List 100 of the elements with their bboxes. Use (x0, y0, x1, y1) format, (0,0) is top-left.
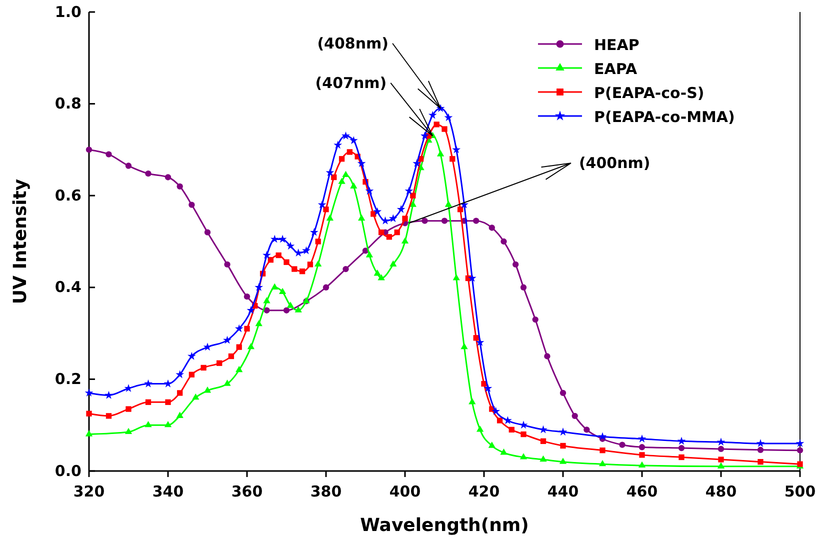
point (441, 218, 448, 224)
point (373, 207, 382, 216)
x-tick-label: 380 (310, 482, 342, 500)
point (560, 442, 566, 449)
point (559, 458, 567, 464)
point (442, 126, 448, 132)
point (177, 390, 183, 396)
point (307, 262, 314, 268)
point (86, 410, 92, 416)
point (278, 288, 286, 294)
point (476, 338, 484, 346)
point (378, 229, 384, 236)
point (86, 146, 92, 153)
point (639, 452, 645, 458)
point (422, 218, 428, 224)
point (378, 274, 385, 280)
point (365, 186, 374, 195)
point (342, 170, 350, 178)
point (638, 434, 646, 442)
point (283, 307, 290, 314)
point (756, 439, 765, 448)
point (374, 270, 381, 276)
point (457, 206, 464, 212)
point (350, 182, 358, 188)
point (224, 261, 230, 268)
legend-label: EAPA (594, 60, 638, 78)
point (342, 266, 349, 272)
point (85, 430, 93, 436)
point (286, 302, 294, 308)
point (270, 234, 279, 243)
point (124, 428, 132, 434)
point (322, 284, 330, 290)
x-tick-label: 360 (231, 482, 263, 500)
point (326, 214, 334, 221)
point (334, 140, 342, 149)
point (216, 360, 222, 366)
x-tick-label: 320 (73, 482, 105, 500)
point (204, 229, 211, 236)
point (165, 399, 171, 405)
point (396, 204, 406, 213)
point (318, 200, 326, 208)
point (84, 388, 94, 397)
point (434, 122, 440, 128)
point (600, 448, 606, 454)
point (520, 453, 528, 460)
point (540, 438, 546, 444)
point (444, 113, 453, 122)
y-tick-label: 0.4 (54, 278, 82, 296)
point (310, 228, 318, 236)
point (500, 238, 507, 245)
legend-label: P(EAPA-co-MMA) (594, 108, 735, 126)
point (299, 268, 306, 274)
point (394, 229, 400, 236)
point (381, 216, 390, 224)
x-tick-label: 440 (547, 482, 579, 500)
point (228, 353, 234, 360)
point (294, 306, 302, 312)
point (187, 352, 196, 360)
x-tick-label: 400 (389, 482, 421, 500)
point (346, 149, 353, 155)
point (294, 248, 303, 257)
point (758, 458, 764, 465)
point (532, 316, 538, 323)
point (203, 342, 212, 351)
point (468, 274, 476, 282)
point (638, 461, 646, 468)
point (678, 444, 685, 452)
point (106, 413, 112, 419)
point (244, 326, 250, 332)
point (164, 174, 172, 180)
point (338, 156, 345, 162)
point (718, 456, 724, 462)
point (366, 251, 374, 258)
point (468, 398, 476, 404)
point (519, 420, 528, 429)
point (236, 344, 242, 350)
point (262, 250, 271, 259)
annotation: (400nm) (578, 154, 650, 172)
point (234, 324, 244, 332)
point (276, 252, 282, 258)
point (224, 380, 231, 386)
y-tick-label: 1.0 (54, 2, 82, 21)
point (126, 406, 132, 412)
x-tick-label: 460 (626, 482, 658, 500)
legend-label: HEAP (594, 36, 640, 54)
point (452, 274, 460, 280)
point (236, 366, 243, 372)
point (254, 282, 264, 291)
point (292, 266, 298, 272)
y-tick-label: 0.8 (54, 94, 82, 113)
point (323, 206, 329, 212)
y-tick-label: 0.0 (54, 462, 82, 480)
point (176, 370, 184, 378)
y-axis-title: UV Intensity (10, 178, 31, 304)
x-tick-label: 340 (152, 482, 184, 500)
point (539, 425, 548, 434)
point (314, 260, 322, 267)
point (452, 145, 461, 154)
point (255, 320, 262, 326)
point (342, 132, 350, 140)
